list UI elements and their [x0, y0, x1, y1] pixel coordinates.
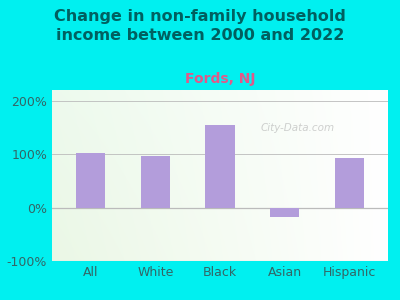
Bar	[270, 208, 299, 217]
Text: Change in non-family household
income between 2000 and 2022: Change in non-family household income be…	[54, 9, 346, 43]
Bar	[206, 125, 234, 208]
Bar	[335, 158, 364, 208]
Text: Fords, NJ: Fords, NJ	[185, 71, 255, 85]
Bar	[141, 156, 170, 208]
Text: City-Data.com: City-Data.com	[260, 123, 334, 133]
Bar	[76, 153, 105, 208]
